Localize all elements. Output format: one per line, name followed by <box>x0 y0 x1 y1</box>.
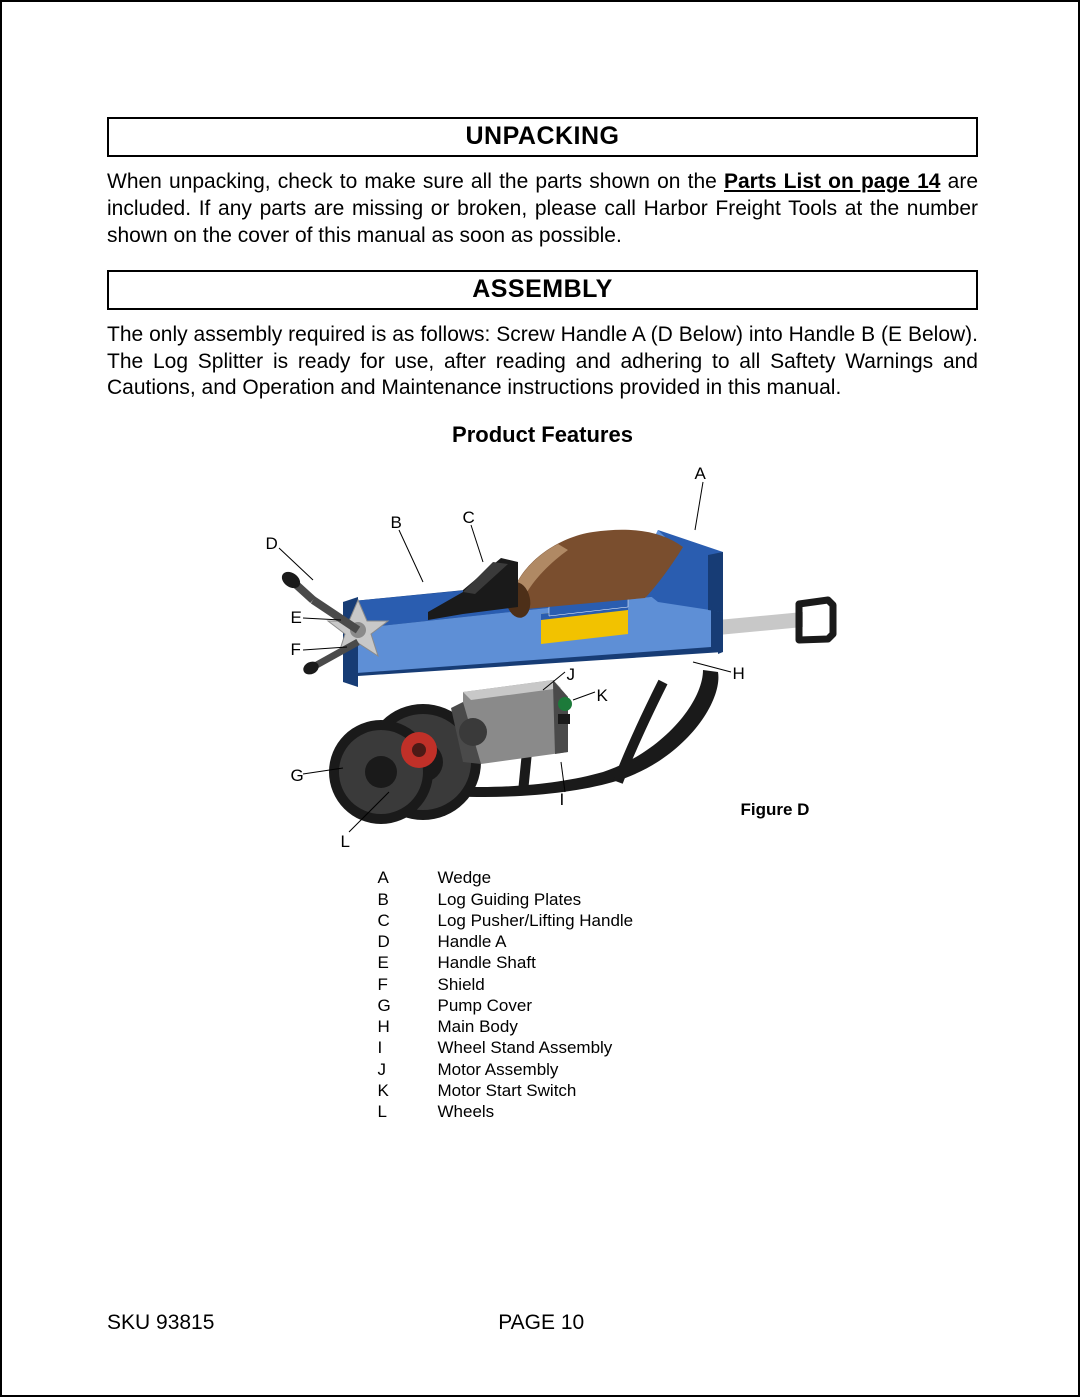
log-splitter-illustration <box>163 452 923 857</box>
callout-F: F <box>291 640 301 660</box>
legend-key: F <box>378 974 438 995</box>
callout-K: K <box>597 686 608 706</box>
pump-cover <box>401 732 437 768</box>
parts-list-link: Parts List on page 14 <box>724 170 941 193</box>
legend-row: CLog Pusher/Lifting Handle <box>378 910 708 931</box>
legend-key: B <box>378 889 438 910</box>
legend-key: C <box>378 910 438 931</box>
piston-rod <box>718 600 833 654</box>
callout-G: G <box>291 766 304 786</box>
legend-key: E <box>378 952 438 973</box>
legend-val: Handle Shaft <box>438 952 708 973</box>
legend-key: I <box>378 1037 438 1058</box>
figure-caption: Figure D <box>741 800 810 820</box>
legend-row: GPump Cover <box>378 995 708 1016</box>
callout-B: B <box>391 513 402 533</box>
product-features-heading: Product Features <box>107 422 978 448</box>
legend-row: LWheels <box>378 1101 708 1122</box>
legend-row: BLog Guiding Plates <box>378 889 708 910</box>
unpacking-text: When unpacking, check to make sure all t… <box>107 169 978 250</box>
legend-key: J <box>378 1059 438 1080</box>
legend-val: Wedge <box>438 867 708 888</box>
callout-E: E <box>291 608 302 628</box>
assembly-text: The only assembly required is as follows… <box>107 322 978 403</box>
page-number: PAGE 10 <box>104 1311 978 1335</box>
legend-key: D <box>378 931 438 952</box>
legend-val: Wheels <box>438 1101 708 1122</box>
product-diagram: A B C D E F G H I J K L Figure D <box>163 452 923 857</box>
legend-val: Motor Start Switch <box>438 1080 708 1101</box>
legend-row: KMotor Start Switch <box>378 1080 708 1101</box>
legend-val: Handle A <box>438 931 708 952</box>
legend-val: Main Body <box>438 1016 708 1037</box>
legend-key: K <box>378 1080 438 1101</box>
page-footer: SKU 93815 PAGE 10 <box>107 1311 978 1335</box>
legend-key: H <box>378 1016 438 1037</box>
unpacking-text-prefix: When unpacking, check to make sure all t… <box>107 170 724 193</box>
callout-J: J <box>567 665 576 685</box>
legend-row: EHandle Shaft <box>378 952 708 973</box>
callout-L: L <box>341 832 350 852</box>
legend-key: G <box>378 995 438 1016</box>
legend-key: L <box>378 1101 438 1122</box>
callout-H: H <box>733 664 745 684</box>
legend-key: A <box>378 867 438 888</box>
assembly-heading: ASSEMBLY <box>107 270 978 310</box>
legend-val: Log Pusher/Lifting Handle <box>438 910 708 931</box>
legend-row: DHandle A <box>378 931 708 952</box>
callout-A: A <box>695 464 706 484</box>
legend-val: Log Guiding Plates <box>438 889 708 910</box>
callout-D: D <box>266 534 278 554</box>
legend-row: HMain Body <box>378 1016 708 1037</box>
legend-val: Pump Cover <box>438 995 708 1016</box>
unpacking-heading: UNPACKING <box>107 117 978 157</box>
legend-val: Wheel Stand Assembly <box>438 1037 708 1058</box>
manual-page: UNPACKING When unpacking, check to make … <box>0 0 1080 1397</box>
motor-assembly <box>451 680 572 764</box>
legend-val: Shield <box>438 974 708 995</box>
legend-val: Motor Assembly <box>438 1059 708 1080</box>
legend-row: AWedge <box>378 867 708 888</box>
legend-row: IWheel Stand Assembly <box>378 1037 708 1058</box>
legend-row: JMotor Assembly <box>378 1059 708 1080</box>
callout-I: I <box>560 790 565 810</box>
callout-C: C <box>463 508 475 528</box>
features-legend: AWedge BLog Guiding Plates CLog Pusher/L… <box>378 867 708 1122</box>
legend-row: FShield <box>378 974 708 995</box>
